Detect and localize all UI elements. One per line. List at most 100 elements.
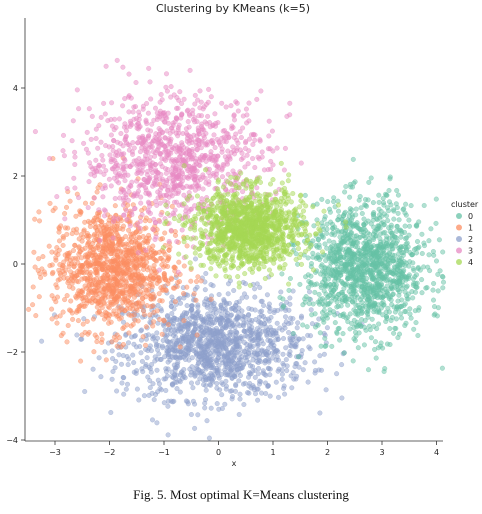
data-point [131, 116, 137, 122]
data-point [151, 138, 157, 144]
data-point [192, 119, 198, 125]
data-point [357, 248, 363, 254]
data-point [321, 307, 327, 313]
data-point [247, 363, 253, 369]
data-point [50, 208, 56, 214]
data-point [101, 100, 107, 106]
data-point [241, 291, 247, 297]
data-point [132, 256, 138, 262]
data-point [440, 249, 446, 255]
data-point [294, 373, 300, 379]
data-point [63, 204, 69, 210]
data-point [189, 355, 195, 361]
data-point [82, 219, 88, 225]
data-point [120, 64, 126, 70]
data-point [172, 232, 178, 238]
data-point [199, 317, 205, 323]
data-point [191, 291, 197, 297]
data-point [202, 375, 208, 381]
data-point [57, 313, 63, 319]
data-point [331, 199, 337, 205]
data-point [98, 139, 104, 145]
data-point [252, 374, 258, 380]
data-point [276, 394, 282, 400]
data-point [282, 325, 288, 331]
data-point [381, 246, 387, 252]
data-point [146, 232, 152, 238]
data-point [197, 351, 203, 357]
data-point [371, 224, 377, 230]
data-point [294, 325, 300, 331]
data-point [168, 84, 174, 90]
data-point [146, 133, 152, 139]
data-point [70, 278, 76, 284]
data-point [158, 356, 164, 362]
data-point [187, 260, 193, 266]
data-point [208, 333, 214, 339]
data-point [234, 100, 240, 106]
data-point [143, 238, 149, 244]
data-point [174, 95, 180, 101]
data-point [107, 251, 113, 257]
data-point [267, 146, 273, 152]
data-point [266, 133, 272, 139]
data-point [414, 222, 420, 228]
data-point [355, 263, 361, 269]
data-point [119, 307, 125, 313]
data-point [290, 288, 296, 294]
data-point [257, 138, 263, 144]
data-point [352, 259, 358, 265]
data-point [72, 273, 78, 279]
data-point [433, 220, 439, 226]
data-point [366, 367, 372, 373]
data-point [314, 281, 320, 287]
data-point [205, 99, 211, 105]
data-point [393, 235, 399, 241]
data-point [231, 117, 237, 123]
data-point [302, 192, 308, 198]
data-point [289, 343, 295, 349]
data-point [161, 317, 167, 323]
data-point [166, 238, 172, 244]
data-point [186, 111, 192, 117]
data-point [374, 216, 380, 222]
data-point [165, 322, 171, 328]
data-point [242, 281, 248, 287]
data-point [356, 197, 362, 203]
data-point [395, 210, 401, 216]
data-point [174, 239, 180, 245]
data-point [261, 303, 267, 309]
data-point [177, 344, 183, 350]
data-point [153, 150, 159, 156]
data-point [255, 337, 261, 343]
data-point [343, 219, 349, 225]
data-point [188, 184, 194, 190]
data-point [360, 263, 366, 269]
data-point [203, 383, 209, 389]
data-point [157, 187, 163, 193]
data-point [280, 361, 286, 367]
data-point [224, 333, 230, 339]
data-point [339, 228, 345, 234]
data-point [157, 298, 163, 304]
data-point [60, 148, 66, 154]
data-point [49, 262, 55, 268]
data-point [318, 343, 324, 349]
data-point [356, 330, 362, 336]
data-point [187, 67, 193, 73]
data-point [102, 349, 108, 355]
data-point [147, 79, 153, 85]
data-point [263, 391, 269, 397]
data-point [386, 187, 392, 193]
data-point [114, 281, 120, 287]
data-point [71, 175, 77, 181]
data-point [281, 336, 287, 342]
data-point [157, 150, 163, 156]
data-point [61, 153, 67, 159]
data-point [199, 124, 205, 130]
data-point [133, 158, 139, 164]
data-point [381, 200, 387, 206]
data-point [371, 212, 377, 218]
data-point [366, 297, 372, 303]
data-point [170, 354, 176, 360]
